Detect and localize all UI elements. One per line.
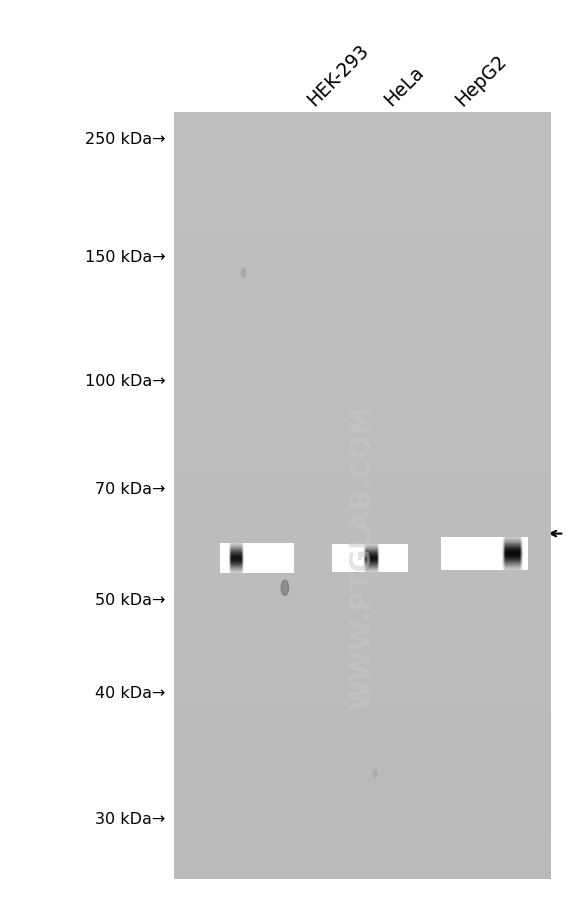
Text: 30 kDa→: 30 kDa→	[95, 811, 165, 825]
Text: 250 kDa→: 250 kDa→	[85, 133, 165, 147]
Circle shape	[241, 269, 246, 279]
Text: WWW.PTGLAB.COM: WWW.PTGLAB.COM	[348, 405, 376, 710]
Text: 150 kDa→: 150 kDa→	[85, 250, 165, 264]
Text: HeLa: HeLa	[381, 63, 428, 110]
Text: 100 kDa→: 100 kDa→	[85, 373, 165, 388]
Text: HepG2: HepG2	[452, 51, 511, 110]
Circle shape	[281, 581, 288, 596]
Text: 50 kDa→: 50 kDa→	[95, 593, 165, 607]
Text: 40 kDa→: 40 kDa→	[95, 686, 165, 700]
Text: 70 kDa→: 70 kDa→	[95, 482, 165, 496]
Circle shape	[373, 769, 377, 778]
Text: HEK-293: HEK-293	[303, 41, 372, 110]
